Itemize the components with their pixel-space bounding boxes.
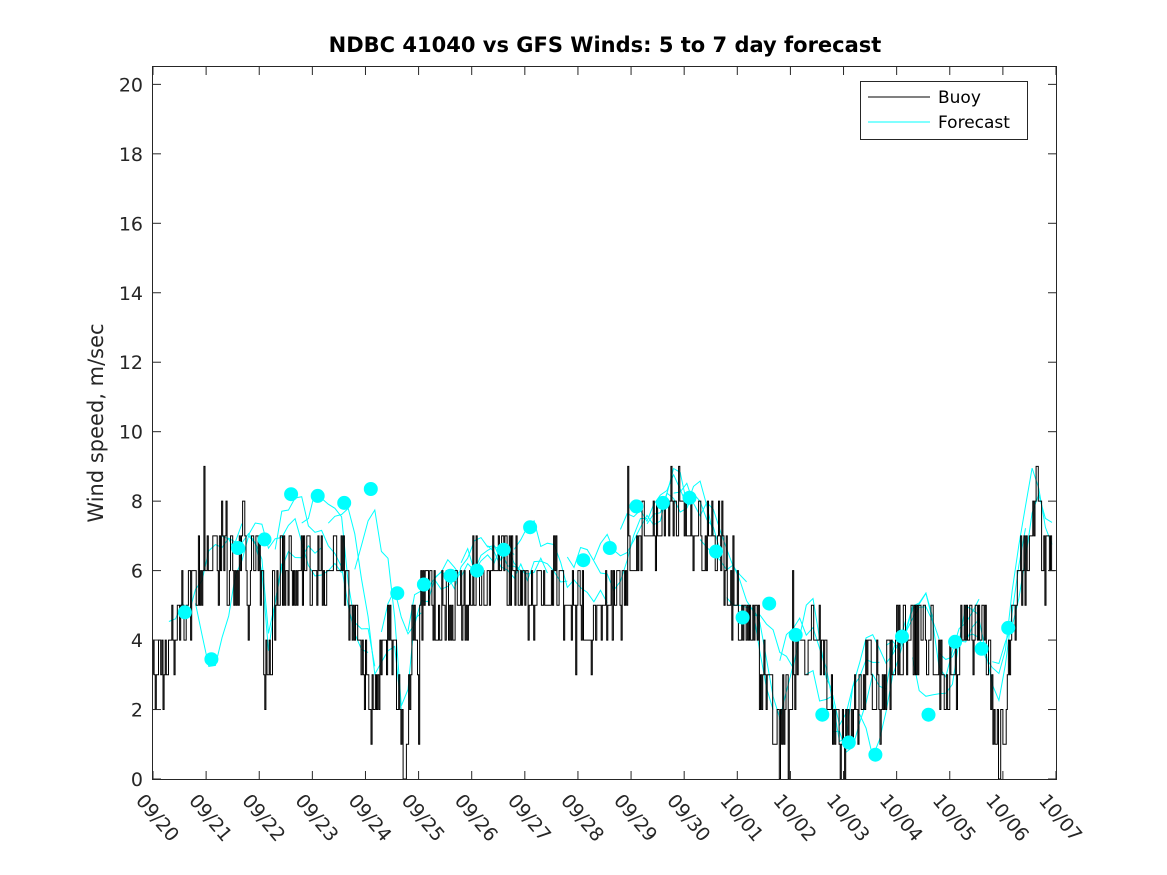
forecast-point	[177, 605, 192, 620]
forecast-line	[354, 508, 422, 707]
forecast-point	[815, 707, 830, 722]
forecast-point	[390, 586, 405, 601]
forecast-point	[841, 735, 856, 750]
y-axis-label: Wind speed, m/sec	[84, 323, 108, 522]
forecast-point	[921, 707, 936, 722]
forecast-line	[195, 534, 283, 667]
forecast-line	[248, 517, 343, 577]
forecast-line	[619, 473, 714, 535]
legend: Buoy Forecast	[860, 81, 1028, 140]
forecast-point	[470, 563, 484, 578]
forecast-point	[310, 488, 325, 503]
series-layer	[152, 465, 1055, 780]
forecast-point	[496, 542, 511, 557]
y-tick-label: 16	[119, 213, 143, 235]
chart-title: NDBC 41040 vs GFS Winds: 5 to 7 day fore…	[329, 33, 882, 57]
forecast-point	[1001, 620, 1016, 635]
y-tick-label: 0	[131, 769, 143, 791]
forecast-point	[416, 577, 431, 592]
forecast-point	[576, 553, 591, 568]
forecast-point	[629, 499, 644, 514]
forecast-point	[602, 541, 617, 555]
forecast-point	[337, 495, 352, 510]
forecast-point	[948, 634, 963, 649]
forecast-point	[974, 641, 989, 656]
y-tick-label: 18	[119, 144, 143, 166]
forecast-point	[762, 596, 777, 611]
buoy-line	[152, 465, 1055, 780]
forecast-line	[779, 616, 880, 743]
legend-buoy-label: Buoy	[938, 88, 981, 108]
forecast-point	[895, 629, 909, 644]
legend-forecast-label: Forecast	[938, 113, 1010, 133]
forecast-line	[327, 507, 402, 710]
y-tick-label: 8	[131, 491, 143, 513]
forecast-point	[443, 568, 458, 583]
forecast-line	[965, 467, 1053, 675]
y-tick-label: 12	[119, 352, 143, 374]
forecast-point	[231, 541, 245, 555]
forecast-point	[682, 490, 697, 505]
forecast-point	[868, 747, 883, 762]
forecast-point	[284, 487, 299, 502]
forecast-point	[709, 544, 723, 559]
y-tick-label: 10	[119, 422, 143, 444]
forecast-point	[788, 627, 803, 642]
y-tick-label: 4	[131, 630, 143, 652]
forecast-point	[363, 482, 378, 496]
y-tick-label: 14	[119, 283, 143, 305]
forecast-point	[735, 610, 750, 625]
plot-area-frame	[152, 66, 1057, 780]
y-tick-label: 20	[119, 74, 143, 96]
legend-box	[860, 81, 1028, 140]
y-tick-label: 2	[131, 700, 143, 722]
y-tick-label: 6	[131, 561, 143, 583]
forecast-point	[257, 532, 272, 547]
forecast-point	[523, 520, 538, 535]
forecast-point	[204, 652, 219, 667]
forecast-point	[655, 495, 670, 510]
